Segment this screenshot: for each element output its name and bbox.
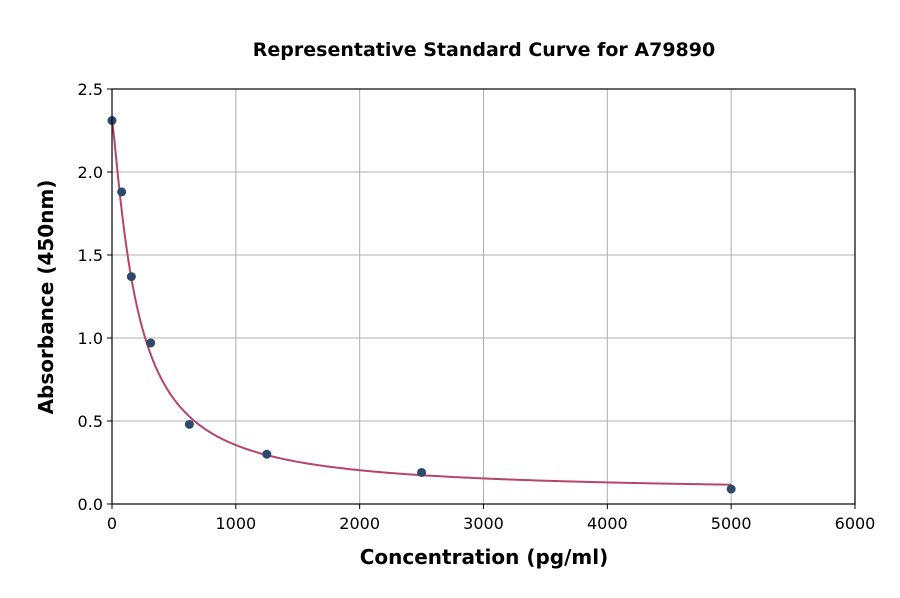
data-points <box>107 116 736 494</box>
data-point <box>417 467 427 477</box>
fit-curve-layer <box>111 118 732 486</box>
fit-curve <box>111 118 732 486</box>
y-tick-label: 2.0 <box>78 163 103 182</box>
grid <box>111 88 856 505</box>
data-point <box>126 272 136 282</box>
y-axis-ticks: 0.0 0.5 1.0 1.5 2.0 2.5 <box>78 80 112 514</box>
data-point <box>262 449 272 459</box>
x-tick-label: 4000 <box>587 514 628 533</box>
x-axis-ticks: 0 1000 2000 3000 4000 5000 6000 <box>107 504 875 533</box>
data-point <box>146 338 156 348</box>
x-tick-label: 3000 <box>463 514 504 533</box>
data-point <box>726 484 736 494</box>
y-tick-label: 0.0 <box>78 495 103 514</box>
x-tick-label: 0 <box>107 514 117 533</box>
data-point <box>184 419 194 429</box>
y-tick-label: 0.5 <box>78 412 103 431</box>
x-tick-label: 2000 <box>339 514 380 533</box>
data-point <box>117 187 127 197</box>
y-tick-label: 1.5 <box>78 246 103 265</box>
y-tick-label: 2.5 <box>78 80 103 99</box>
x-axis-label: Concentration (pg/ml) <box>360 545 609 569</box>
y-axis-label: Absorbance (450nm) <box>34 180 58 415</box>
x-tick-label: 6000 <box>835 514 876 533</box>
x-tick-label: 1000 <box>215 514 256 533</box>
y-tick-label: 1.0 <box>78 329 103 348</box>
chart-title: Representative Standard Curve for A79890 <box>253 39 715 61</box>
x-tick-label: 5000 <box>711 514 752 533</box>
